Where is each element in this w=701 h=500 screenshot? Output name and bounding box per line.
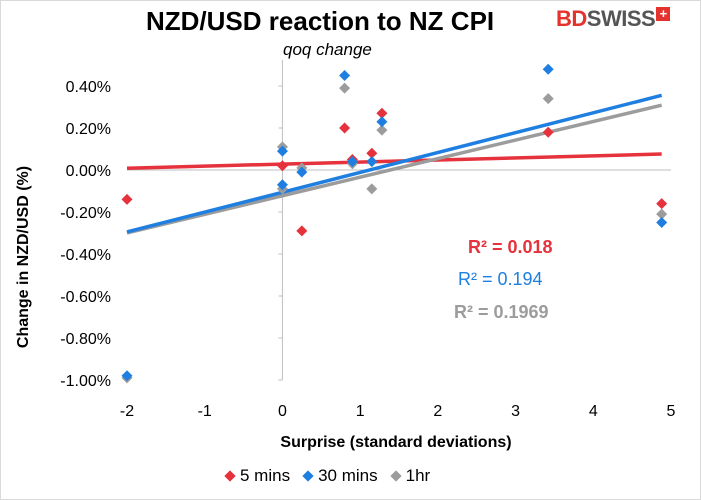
points-group — [121, 63, 668, 384]
logo-bd-text: BD — [556, 6, 587, 31]
data-point-1hr — [376, 124, 388, 136]
legend-label-30mins: 30 mins — [318, 466, 378, 485]
trendlines-group — [126, 93, 663, 235]
x-tick-label: 0 — [278, 403, 287, 420]
data-point-30-mins — [276, 179, 288, 191]
y-tick-label: -0.40% — [60, 247, 111, 264]
r2-label-1hr: R² = 0.1969 — [454, 302, 549, 322]
bdswiss-logo: BDSWISS + — [556, 6, 671, 32]
x-tick-label: -2 — [120, 403, 134, 420]
chart-legend: 5 mins 30 mins 1hr — [224, 466, 431, 486]
data-point-1hr — [366, 183, 378, 195]
legend-item-5mins: 5 mins — [224, 466, 291, 486]
chart-subtitle: qoq change — [283, 40, 372, 59]
data-point-5-mins — [296, 225, 308, 237]
data-point-30-mins — [542, 63, 554, 75]
labels-group: R² = 0.018 R² = 0.194 R² = 0.1969 — [454, 237, 553, 322]
data-point-30-mins — [376, 116, 388, 128]
data-point-1hr — [542, 93, 554, 105]
r2-label-30-mins: R² = 0.194 — [458, 269, 543, 289]
data-point-30-mins — [276, 145, 288, 157]
data-point-5-mins — [656, 198, 668, 210]
x-tick-label: 4 — [589, 403, 598, 420]
swiss-cross-icon: + — [656, 7, 671, 21]
trendline-30-mins — [126, 93, 663, 234]
data-point-5-mins — [366, 147, 378, 159]
logo-swiss-text: SWISS — [586, 6, 656, 31]
y-tick-label: 0.00% — [66, 163, 111, 180]
legend-item-30mins: 30 mins — [302, 466, 378, 486]
r2-label-5-mins: R² = 0.018 — [468, 237, 553, 257]
axes-group: -2 -1 0 1 2 3 4 5 -1.00% -0.80% -0.60% -0.40% -0.20%… — [15, 60, 676, 451]
x-axis-title: Surprise (standard deviations) — [280, 434, 511, 451]
x-tick-label: 2 — [433, 403, 442, 420]
legend-label-5mins: 5 mins — [240, 466, 291, 485]
x-tick-label: 1 — [356, 403, 365, 420]
legend-label-1hr: 1hr — [405, 466, 431, 485]
data-point-5-mins — [542, 126, 554, 138]
data-point-1hr — [339, 82, 351, 94]
y-axis-title: Change in NZD/USD (%) — [15, 166, 32, 348]
data-point-30-mins — [121, 370, 133, 382]
data-point-5-mins — [121, 193, 133, 205]
legend-marker-1hr — [389, 470, 402, 482]
trendline-5-mins — [126, 152, 662, 170]
x-tick-label: -1 — [198, 403, 212, 420]
data-point-5-mins — [276, 160, 288, 172]
y-tick-label: -0.20% — [60, 205, 111, 222]
y-tick-label: -1.00% — [60, 373, 111, 390]
y-tick-label: 0.40% — [66, 79, 111, 96]
data-point-1hr — [656, 208, 668, 220]
legend-marker-5mins — [224, 470, 236, 482]
data-point-30-mins — [656, 217, 668, 228]
chart-title: NZD/USD reaction to NZ CPI — [146, 6, 495, 36]
data-point-5-mins — [339, 122, 351, 134]
legend-marker-30mins — [302, 470, 314, 482]
x-tick-label: 3 — [511, 403, 520, 420]
y-tick-label: 0.20% — [66, 121, 111, 138]
x-tick-label: 5 — [667, 403, 676, 420]
trendline-1hr — [126, 103, 663, 235]
data-point-30-mins — [366, 156, 378, 168]
data-point-5-mins — [376, 107, 388, 119]
y-tick-label: -0.60% — [60, 289, 111, 306]
data-point-30-mins — [346, 156, 358, 168]
y-tick-label: -0.80% — [60, 331, 111, 348]
data-point-30-mins — [296, 166, 308, 178]
legend-item-1hr: 1hr — [389, 466, 431, 486]
data-point-30-mins — [339, 70, 351, 81]
